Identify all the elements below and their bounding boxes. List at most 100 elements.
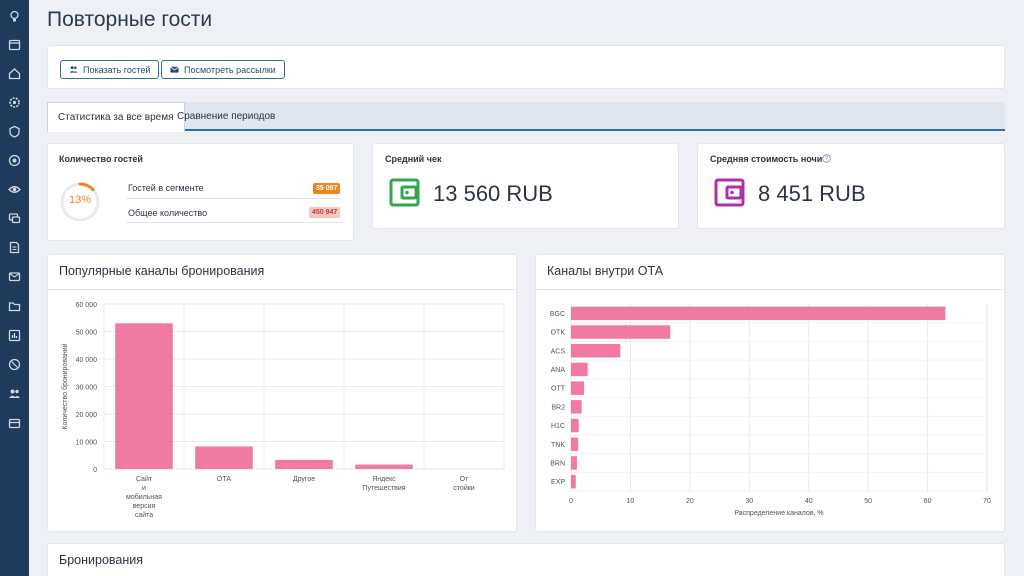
x-tick-label: 50: [864, 498, 872, 505]
y-tick-label: TNK: [551, 442, 565, 449]
x-tick-label: 0: [569, 498, 573, 505]
popular-channels-chart: 0 10 000 20 000 30 000 40 000 50 000 60 000 Сай…: [61, 302, 505, 519]
tab-compare-periods[interactable]: Сравнение периодов: [177, 111, 276, 122]
bar: [571, 437, 579, 451]
x-tick-label: ОТА: [217, 476, 231, 483]
total-count-label: Общее количество: [128, 208, 208, 218]
y-tick-label: ACS: [551, 348, 566, 355]
sidebar: [0, 0, 29, 576]
popular-channels-title: Популярные каналы бронирования: [59, 264, 265, 278]
page-title: Повторные гости: [47, 8, 213, 31]
x-tick-label: 60: [924, 498, 932, 505]
bar: [571, 325, 671, 339]
bar: [275, 459, 333, 469]
card-icon[interactable]: [7, 416, 22, 431]
row-divider: [126, 222, 342, 223]
chart-divider: [48, 289, 516, 290]
y-tick-label: BRN: [550, 460, 565, 467]
document-icon[interactable]: [7, 240, 22, 255]
x-tick-label: 10: [627, 498, 635, 505]
avg-night-title: Средняя стоимость ночи: [710, 154, 823, 164]
y-tick-label: 40 000: [76, 357, 98, 364]
avg-check-title: Средний чек: [385, 154, 442, 164]
globe-icon[interactable]: [7, 357, 22, 372]
bar: [571, 400, 582, 414]
home-icon[interactable]: [7, 66, 22, 81]
users-icon: [69, 66, 78, 73]
bar: [571, 474, 576, 489]
ota-channels-chart: 0 10 20 30 40 50 60 70 BGC OTK ACS ANA OTT BR2 H1C TNK B…: [550, 304, 991, 517]
guests-count-title: Количество гостей: [59, 154, 143, 164]
bar: [571, 344, 621, 358]
y-tick-label: OTT: [551, 386, 566, 393]
x-tick-label: версия: [133, 503, 156, 510]
svg-text:?: ?: [825, 157, 829, 163]
show-guests-button[interactable]: Показать гостей: [60, 60, 160, 79]
y-tick-label: 30 000: [76, 385, 98, 392]
x-tick-label: Путешествия: [362, 485, 405, 492]
bar: [571, 456, 577, 470]
x-tick-label: 30: [745, 498, 753, 505]
percent-ring: [60, 182, 100, 222]
x-tick-label: 20: [686, 498, 694, 505]
lightbulb-icon[interactable]: [7, 9, 22, 24]
avg-check-card: [372, 143, 679, 229]
wallet-icon: [714, 178, 745, 207]
y-tick-label: EXP: [551, 479, 565, 486]
wallet-icon: [389, 178, 420, 207]
show-guests-label: Показать гостей: [83, 64, 151, 75]
x-tick-label: стойки: [453, 484, 474, 492]
x-tick-label: и: [142, 485, 146, 492]
x-axis-label: Распределение каналов, %: [734, 510, 823, 517]
y-tick-label: BR2: [551, 404, 565, 411]
segment-guests-badge: 35 097: [313, 183, 341, 194]
users-icon[interactable]: [7, 386, 22, 401]
chart-divider: [536, 289, 1004, 290]
y-tick-label: OTK: [551, 330, 566, 337]
chat-icon[interactable]: [7, 211, 22, 226]
bar: [115, 323, 173, 469]
info-icon[interactable]: ?: [822, 154, 831, 163]
view-mailings-label: Посмотреть рассылки: [184, 64, 276, 75]
total-count-badge: 450 947: [309, 207, 341, 218]
eye-icon[interactable]: [7, 182, 22, 197]
row-divider: [126, 198, 342, 199]
x-tick-label: мобильная: [126, 493, 162, 501]
view-mailings-button[interactable]: Посмотреть рассылки: [161, 60, 285, 79]
tab-all-time-stats[interactable]: Статистика за все время: [47, 102, 185, 132]
gear-icon[interactable]: [7, 95, 22, 110]
y-tick-label: 10 000: [76, 440, 98, 447]
y-tick-label: H1C: [551, 423, 565, 430]
bar: [571, 362, 588, 377]
bar: [195, 446, 253, 469]
bookings-title: Бронирования: [59, 553, 144, 567]
chart-icon[interactable]: [7, 328, 22, 343]
x-tick-label: Яндекс: [372, 476, 396, 483]
mail-icon: [170, 66, 179, 73]
tabs-bar: Статистика за все время Сравнение период…: [47, 102, 1005, 132]
mail-icon[interactable]: [7, 269, 22, 284]
target-icon[interactable]: [7, 153, 22, 168]
y-tick-label: 20 000: [76, 412, 98, 419]
avg-check-value: 13 560 RUB: [433, 181, 553, 206]
avg-night-card: [697, 143, 1005, 229]
x-tick-label: Другое: [293, 476, 315, 483]
avg-night-value: 8 451 RUB: [758, 181, 866, 206]
bar: [571, 381, 585, 395]
bar: [571, 418, 579, 433]
guests-count-card: [47, 143, 354, 241]
y-tick-label: BGC: [550, 311, 565, 318]
y-tick-label: 0: [93, 467, 97, 474]
x-tick-label: 40: [805, 498, 813, 505]
bar: [571, 306, 946, 321]
ota-channels-card: [535, 254, 1005, 532]
calendar-icon[interactable]: [7, 37, 22, 52]
folder-icon[interactable]: [7, 299, 22, 314]
y-tick-label: 60 000: [76, 302, 98, 309]
y-tick-label: 50 000: [76, 330, 98, 337]
shield-icon[interactable]: [7, 124, 22, 139]
ota-channels-title: Каналы внутри ОТА: [547, 264, 664, 278]
x-tick-label: 70: [983, 498, 991, 505]
x-tick-label: сайта: [135, 511, 153, 519]
bar: [355, 464, 413, 469]
